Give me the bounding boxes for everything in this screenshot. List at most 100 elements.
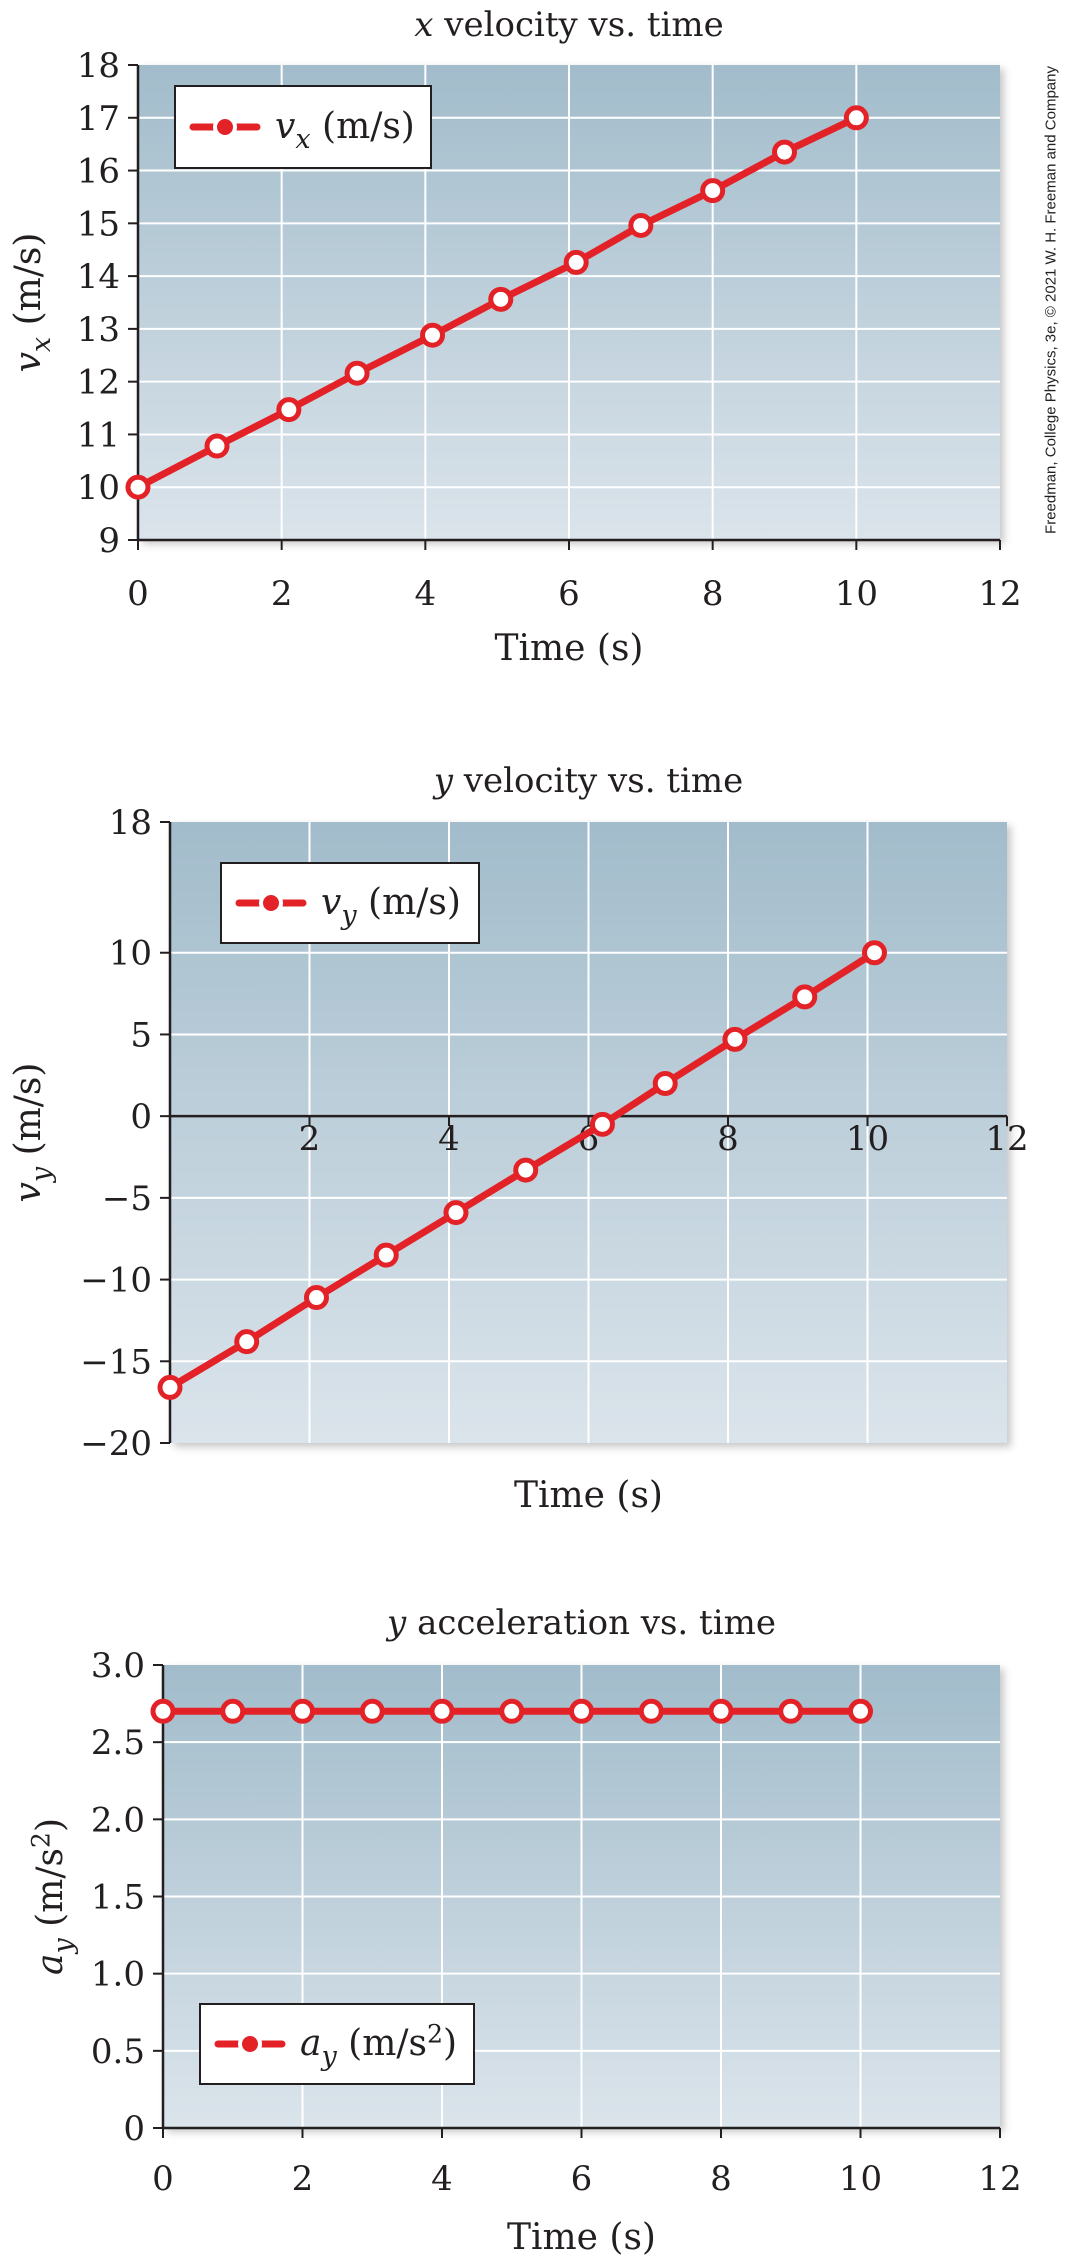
x-tick-label: 4 — [415, 574, 437, 614]
y-axis-label: vy (m/s) — [8, 1063, 57, 1203]
chart-title: x velocity vs. time — [414, 5, 723, 45]
y-tick-label: 14 — [77, 257, 120, 297]
chart-title: y acceleration vs. time — [385, 1603, 776, 1643]
x-tick-label: 8 — [710, 2159, 732, 2199]
x-tick-label: 10 — [839, 2159, 882, 2199]
y-tick-label: 10 — [109, 934, 152, 974]
x-tick-label: 12 — [985, 1119, 1028, 1159]
x-tick-label: 6 — [558, 574, 580, 614]
y-tick-label: 17 — [77, 99, 120, 139]
legend-label: ay (m/s2) — [300, 2019, 457, 2072]
copyright-credit: Freedman, College Physics, 3e, © 2021 W.… — [1042, 66, 1060, 534]
x-tick-label: 6 — [571, 2159, 593, 2199]
x-axis-label: Time (s) — [495, 628, 644, 669]
data-point — [290, 1698, 315, 1724]
data-point — [652, 1070, 678, 1096]
y-tick-label: 2.0 — [91, 1800, 145, 1840]
y-tick-label: 0.5 — [91, 2032, 145, 2072]
data-point — [722, 1026, 748, 1052]
data-point — [344, 360, 370, 386]
data-point — [499, 1698, 525, 1724]
y-tick-label: 16 — [77, 152, 120, 192]
x-tick-label: 10 — [846, 1119, 889, 1159]
data-point — [429, 1698, 455, 1724]
legend: vy (m/s) — [220, 862, 480, 944]
x-tick-label: 8 — [702, 574, 724, 614]
y-tick-label: 9 — [98, 521, 120, 561]
data-point — [234, 1329, 260, 1355]
chart-3: 0 0.5 1.0 1.5 2.0 2.5 3.0 0 2 4 6 8 10 12 y accelerati… — [26, 1603, 1021, 2258]
x-tick-label: 2 — [271, 574, 293, 614]
data-point — [204, 433, 230, 459]
y-tick-label: 2.5 — [91, 1723, 145, 1763]
legend-marker — [259, 891, 283, 915]
data-point — [150, 1698, 176, 1724]
y-tick-label: 12 — [77, 363, 120, 403]
y-tick-label: 10 — [77, 468, 120, 508]
y-tick-label: −20 — [80, 1424, 152, 1464]
x-tick-label: 0 — [127, 574, 149, 614]
data-point — [488, 286, 514, 312]
data-point — [589, 1111, 615, 1137]
y-tick-label: 15 — [77, 204, 120, 244]
data-point — [420, 322, 446, 348]
legend-label: vx (m/s) — [275, 106, 415, 155]
y-axis-label-group: vx (m/s) — [8, 233, 57, 373]
data-point — [843, 105, 869, 131]
x-tick-label: 4 — [438, 1119, 460, 1159]
chart-1: 9 10 11 12 13 14 15 16 17 18 0 2 4 6 8 10 12 x velocity v… — [8, 5, 1022, 669]
data-point — [563, 249, 589, 275]
legend-marker — [213, 115, 237, 139]
chart-title: y velocity vs. time — [432, 761, 743, 801]
data-point — [513, 1157, 539, 1183]
data-point — [303, 1285, 329, 1311]
data-point — [778, 1698, 804, 1724]
y-axis-label: vx (m/s) — [8, 233, 57, 373]
x-tick-label: 2 — [292, 2159, 314, 2199]
y-tick-label: 5 — [130, 1015, 152, 1055]
y-tick-label: 1.0 — [91, 1955, 145, 1995]
data-point — [373, 1242, 399, 1268]
y-tick-label: −5 — [102, 1179, 152, 1219]
x-tick-label: 12 — [978, 574, 1021, 614]
data-point — [220, 1698, 246, 1724]
data-point — [157, 1374, 183, 1400]
x-axis-label: Time (s) — [514, 1475, 663, 1516]
legend: ay (m/s2) — [199, 2003, 475, 2085]
x-tick-label: 2 — [299, 1119, 321, 1159]
legend-marker — [238, 2032, 262, 2056]
y-tick-label: −10 — [80, 1261, 152, 1301]
data-point — [628, 212, 654, 238]
data-point — [569, 1698, 594, 1724]
y-tick-label: 3.0 — [91, 1646, 145, 1686]
data-point — [359, 1698, 385, 1724]
x-tick-label: 8 — [717, 1119, 739, 1159]
y-tick-label: −15 — [80, 1342, 152, 1382]
data-point — [772, 139, 797, 165]
y-axis-label-group: vy (m/s) — [8, 1063, 57, 1203]
y-tick-label: 13 — [77, 310, 120, 350]
x-axis-label: Time (s) — [507, 2217, 656, 2258]
x-tick-label: 4 — [431, 2159, 453, 2199]
data-point — [861, 940, 887, 966]
y-tick-label: 0 — [130, 1097, 152, 1137]
data-point — [638, 1698, 664, 1724]
data-point — [848, 1698, 873, 1724]
x-tick-label: 10 — [835, 574, 878, 614]
y-tick-label: 18 — [77, 46, 120, 86]
y-tick-label: 1.5 — [91, 1878, 145, 1918]
x-tick-label: 0 — [152, 2159, 174, 2199]
data-point — [443, 1200, 469, 1226]
y-axis-label: ay (m/s2) — [26, 1818, 79, 1975]
data-point — [125, 474, 151, 500]
x-tick-label: 12 — [978, 2159, 1021, 2199]
y-tick-label: 11 — [77, 415, 120, 455]
y-tick-label: 0 — [123, 2109, 145, 2149]
y-tick-label: 18 — [109, 803, 152, 843]
data-point — [276, 397, 302, 423]
legend-label: vy (m/s) — [321, 882, 461, 931]
data-point — [792, 984, 818, 1010]
y-axis-label-group: ay (m/s2) — [26, 1818, 79, 1975]
